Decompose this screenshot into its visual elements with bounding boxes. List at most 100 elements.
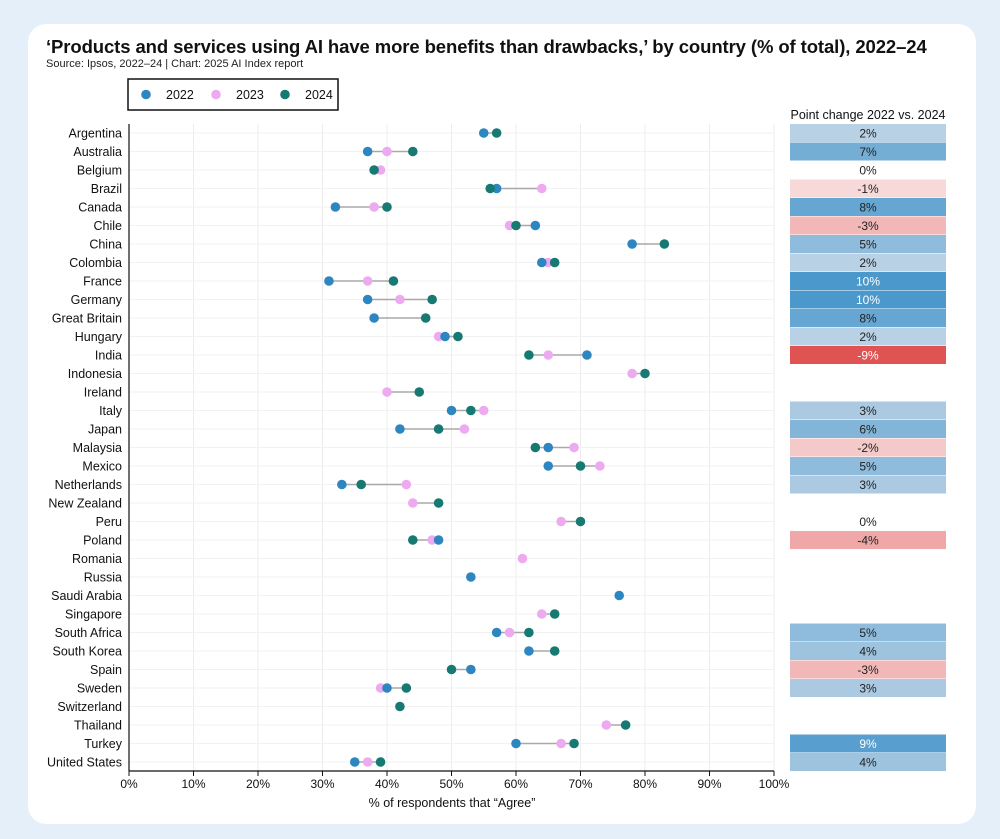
change-value: -1% (857, 182, 879, 196)
country-label: Australia (73, 145, 122, 159)
point-2024 (640, 368, 650, 379)
x-tick-label: 80% (633, 777, 657, 791)
point-2024 (382, 202, 392, 212)
change-cell (790, 253, 946, 272)
point-2024 (395, 701, 405, 712)
point-2023 (537, 183, 547, 194)
country-label: Peru (96, 515, 122, 529)
change-value: 3% (859, 404, 877, 418)
point-2022 (466, 664, 476, 675)
change-cell (790, 753, 946, 771)
point-2024 (575, 516, 586, 527)
country-label: Indonesia (68, 367, 122, 381)
point-2024 (433, 424, 444, 434)
change-value: 10% (856, 293, 880, 307)
point-2024 (530, 442, 541, 453)
point-2022 (362, 146, 373, 157)
legend-marker-2022 (141, 89, 151, 100)
point-2022 (337, 479, 347, 490)
point-2024 (356, 479, 367, 490)
point-2022 (530, 220, 541, 231)
change-value: 5% (859, 626, 877, 640)
point-2024 (414, 387, 425, 397)
point-2023 (382, 387, 392, 397)
point-2023 (504, 627, 515, 638)
change-value: 8% (859, 312, 877, 326)
change-cell (790, 531, 946, 549)
country-label: Ireland (84, 386, 122, 400)
country-label: Poland (83, 534, 122, 548)
change-cell (790, 327, 946, 346)
point-2024 (659, 239, 670, 249)
country-label: Italy (99, 404, 123, 418)
point-2024 (524, 627, 534, 638)
point-2023 (362, 757, 373, 767)
change-cell (790, 290, 946, 309)
country-label: Germany (71, 293, 123, 307)
x-tick-label: 100% (759, 777, 790, 791)
legend-label-2023: 2023 (236, 88, 264, 102)
change-value: 9% (859, 737, 877, 751)
country-label: China (89, 238, 122, 252)
change-value: 0% (859, 515, 877, 529)
country-label: Great Britain (52, 312, 122, 326)
legend-label-2022: 2022 (166, 88, 194, 102)
chart-source: Source: Ipsos, 2022–24 | Chart: 2025 AI … (46, 58, 304, 70)
point-2023 (556, 738, 566, 749)
point-2024 (420, 313, 431, 323)
point-2023 (569, 442, 579, 453)
change-cell (790, 475, 946, 494)
country-label: Singapore (65, 608, 122, 622)
point-2024 (369, 165, 379, 175)
point-2022 (395, 424, 405, 434)
point-2022 (369, 313, 379, 323)
change-cell (790, 198, 946, 216)
change-cell (790, 309, 946, 327)
country-label: Japan (88, 423, 122, 437)
change-cell (790, 438, 946, 457)
change-cell (790, 272, 946, 290)
change-value: 5% (859, 460, 877, 474)
point-2022 (349, 757, 360, 767)
country-label: Thailand (74, 719, 122, 733)
chart-title: ‘Products and services using AI have mor… (46, 36, 927, 57)
x-tick-label: 30% (310, 777, 334, 791)
change-value: 4% (859, 756, 877, 770)
point-2024 (491, 128, 502, 138)
change-cell (790, 179, 946, 198)
point-2022 (491, 627, 502, 638)
point-2023 (595, 461, 605, 471)
point-2023 (478, 405, 489, 416)
point-2023 (362, 276, 373, 286)
country-label: Saudi Arabia (51, 589, 122, 603)
point-2024 (408, 535, 418, 545)
x-tick-label: 0% (120, 777, 138, 791)
change-cell (790, 124, 946, 142)
point-2022 (543, 442, 554, 453)
point-2022 (382, 683, 392, 693)
point-2024 (569, 738, 579, 749)
point-2024 (401, 683, 412, 693)
point-2024 (620, 720, 631, 730)
country-label: United States (47, 756, 122, 770)
change-value: 0% (859, 164, 877, 178)
x-tick-label: 60% (504, 777, 528, 791)
country-label: South Africa (55, 626, 122, 640)
country-label: Brazil (91, 182, 122, 196)
change-cell (790, 420, 946, 438)
change-value: 3% (859, 478, 877, 492)
point-2023 (601, 720, 612, 730)
point-2022 (582, 350, 592, 360)
point-2023 (537, 609, 547, 619)
change-value: 7% (859, 145, 877, 159)
point-2024 (549, 257, 560, 268)
point-2023 (543, 350, 554, 360)
change-value: -3% (857, 219, 879, 233)
change-cell (790, 660, 946, 679)
country-label: Canada (78, 201, 122, 215)
legend-marker-2023 (211, 89, 221, 100)
change-value: -3% (857, 663, 879, 677)
change-cell (790, 401, 946, 420)
point-2024 (575, 461, 586, 471)
